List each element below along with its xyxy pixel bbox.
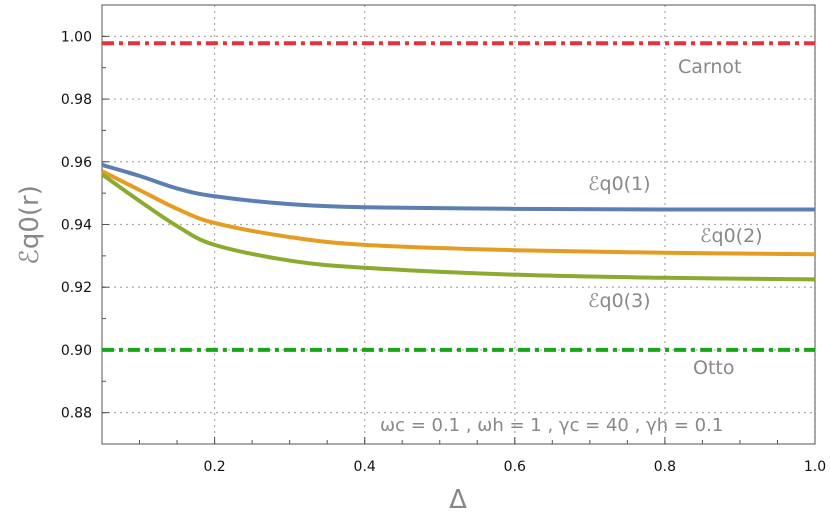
series-line-1 <box>101 163 816 212</box>
x-tick-label: 0.4 <box>354 459 376 475</box>
y-tick-label: 0.90 <box>61 343 92 359</box>
label-series-2: ℰq0(2) <box>700 225 763 247</box>
y-tick-label: 0.98 <box>61 92 92 108</box>
series-line-3 <box>100 172 816 282</box>
y-axis-label: ℰq0(r) <box>15 185 45 265</box>
y-tick-label: 0.88 <box>61 406 92 422</box>
series-line-2 <box>101 169 816 257</box>
label-carnot: Carnot <box>678 56 742 78</box>
y-tick-label: 0.92 <box>61 280 92 296</box>
x-tick-label: 0.2 <box>203 459 225 475</box>
x-axis-label: Δ <box>449 485 467 515</box>
y-tick-label: 1.00 <box>61 29 92 45</box>
parameters-annotation: ωc = 0.1 , ωh = 1 , γc = 40 , γh = 0.1 <box>380 415 723 436</box>
x-tick-label: 1.0 <box>804 459 826 475</box>
series <box>100 41 816 352</box>
label-otto: Otto <box>693 357 734 379</box>
x-tick-label: 0.8 <box>654 459 676 475</box>
y-tick-label: 0.94 <box>61 218 92 234</box>
ticks: 0.2 0.4 0.6 0.8 1.0 0.88 0.90 0.92 0.94 0.96 0.98 1… <box>61 4 826 475</box>
label-series-3: ℰq0(3) <box>588 290 651 312</box>
x-tick-label: 0.6 <box>504 459 526 475</box>
label-series-1: ℰq0(1) <box>588 173 651 195</box>
y-tick-label: 0.96 <box>61 155 92 171</box>
grid <box>102 5 816 444</box>
